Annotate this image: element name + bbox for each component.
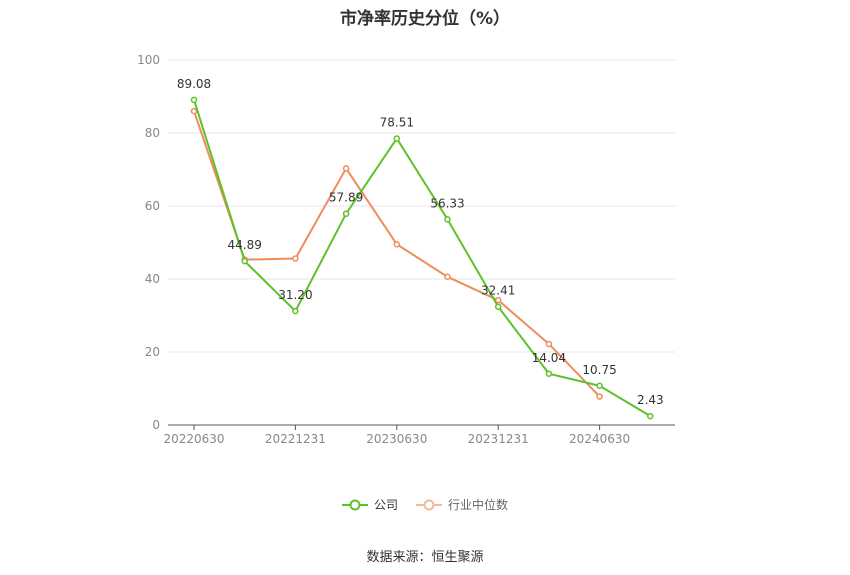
data-point-0 <box>342 210 350 217</box>
y-tick-label: 0 <box>152 418 160 432</box>
data-label: 89.08 <box>177 77 211 91</box>
x-tick-label: 20240630 <box>569 432 630 446</box>
data-point-0 <box>596 382 603 390</box>
y-tick-label: 100 <box>137 53 160 67</box>
x-tick-label: 20220630 <box>163 432 224 446</box>
data-point-0 <box>444 216 451 223</box>
x-tick-label: 20231231 <box>468 432 529 446</box>
data-source-note: 数据来源：恒生聚源 <box>366 550 484 565</box>
y-tick-label: 20 <box>145 345 160 359</box>
x-tick-label: 20230630 <box>366 432 427 446</box>
data-label: 32.41 <box>481 284 515 298</box>
chart-legend: 公司 行业中位数 <box>0 496 850 513</box>
data-point-1 <box>494 296 502 304</box>
data-label: 57.89 <box>329 191 363 205</box>
y-tick-label: 40 <box>145 272 160 286</box>
data-point-0 <box>647 412 654 420</box>
legend-company-line-icon <box>341 499 368 510</box>
data-point-0 <box>393 135 401 142</box>
data-label: 2.43 <box>637 393 664 407</box>
series-line-0 <box>193 99 651 417</box>
data-label: 78.51 <box>380 115 414 129</box>
y-tick-label: 80 <box>145 126 160 140</box>
data-point-1 <box>596 393 603 400</box>
data-point-1 <box>190 107 198 115</box>
data-point-1 <box>292 255 299 262</box>
data-point-0 <box>241 257 248 265</box>
data-point-0 <box>494 303 502 310</box>
legend-item-company[interactable]: 公司 <box>341 496 398 513</box>
data-label: 10.75 <box>582 363 616 377</box>
chart-title: 市净率历史分位（%） <box>339 9 511 29</box>
data-point-1 <box>342 165 350 172</box>
data-point-1 <box>444 273 451 281</box>
legend-item-industry-median[interactable]: 行业中位数 <box>416 496 508 513</box>
data-label: 56.33 <box>430 196 464 210</box>
data-point-1 <box>545 340 553 348</box>
data-point-1 <box>393 241 401 248</box>
data-label: 44.89 <box>228 238 262 252</box>
data-point-0 <box>292 307 299 315</box>
data-point-0 <box>190 96 198 104</box>
data-label: 31.20 <box>278 288 312 302</box>
data-point-0 <box>545 370 553 378</box>
data-label: 14.04 <box>532 351 566 365</box>
legend-label-industry-median: 行业中位数 <box>448 498 509 512</box>
legend-industry-line-icon <box>416 499 442 510</box>
legend-label-company: 公司 <box>373 498 398 512</box>
x-tick-label: 20221231 <box>265 432 326 446</box>
y-tick-label: 60 <box>145 199 160 213</box>
